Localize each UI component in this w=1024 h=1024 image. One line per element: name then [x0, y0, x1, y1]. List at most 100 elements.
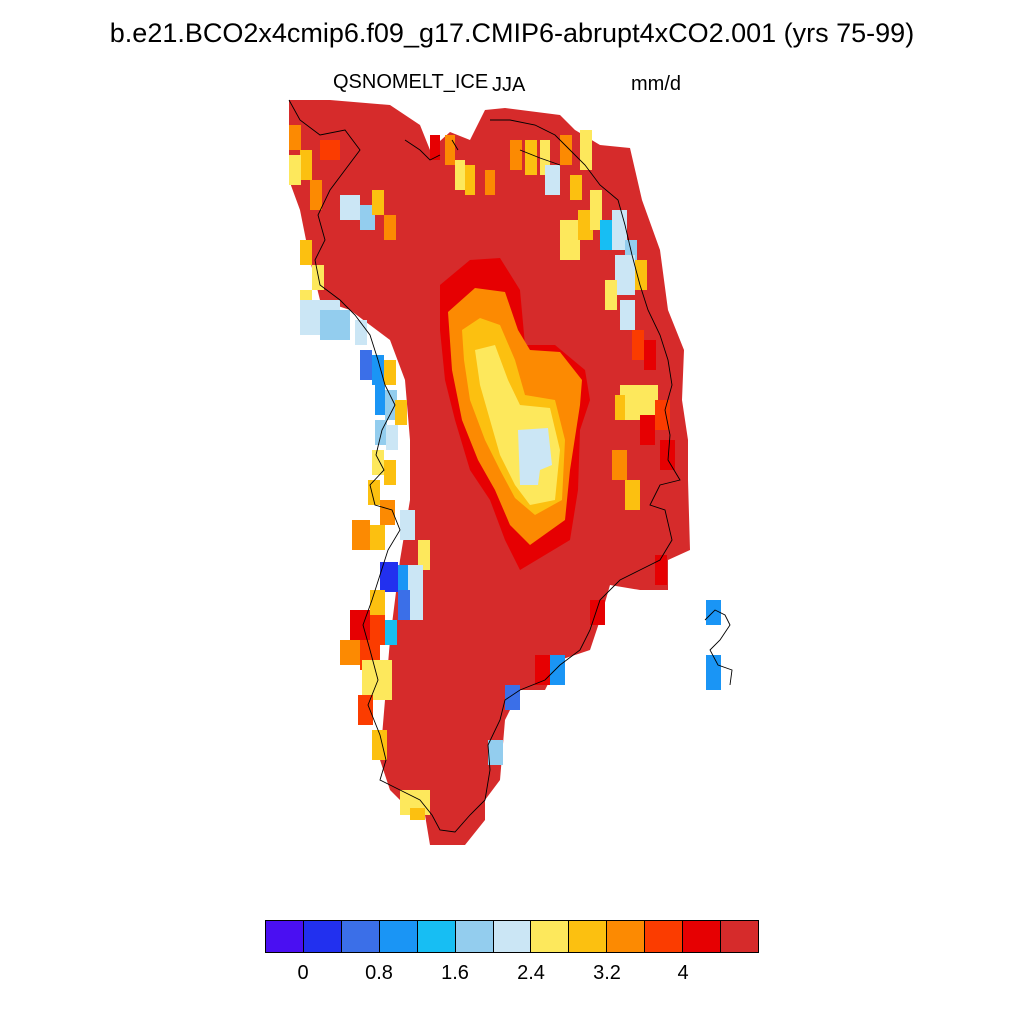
- grid-cell: [605, 280, 617, 310]
- grid-cell: [385, 620, 397, 645]
- grid-cell: [612, 450, 627, 480]
- grid-cell: [360, 205, 375, 230]
- grid-cell: [384, 360, 396, 385]
- grid-cell: [410, 808, 425, 820]
- grid-cell: [360, 350, 372, 380]
- colorbar-box: [569, 921, 608, 952]
- grid-cell: [535, 655, 550, 685]
- grid-cell: [380, 500, 395, 525]
- grid-cell: [655, 555, 667, 585]
- coastline-path: [404, 139, 441, 161]
- grid-cell: [430, 135, 440, 160]
- grid-cell: [370, 615, 385, 645]
- colorbar-label: 0: [297, 962, 309, 984]
- grid-cell: [370, 525, 385, 550]
- grid-cell: [615, 255, 635, 295]
- grid-cell: [418, 540, 430, 570]
- colorbar-box: [455, 921, 494, 952]
- colorbar-box: [493, 921, 532, 952]
- grid-cell: [445, 135, 455, 165]
- grid-cell: [615, 395, 625, 420]
- coastline-path: [519, 149, 561, 166]
- grid-cell: [380, 562, 398, 592]
- grid-cell: [465, 165, 475, 195]
- grid-cell: [612, 210, 627, 250]
- grid-cell: [706, 655, 721, 690]
- grid-cell: [289, 125, 301, 150]
- grid-cell: [340, 195, 360, 220]
- grid-cell: [578, 210, 593, 240]
- grid-cell: [560, 220, 580, 260]
- colorbar-label: 2.4: [517, 962, 545, 984]
- colorbar: [265, 920, 759, 953]
- grid-cell: [590, 190, 602, 230]
- colorbar-box: [531, 921, 570, 952]
- grid-cell: [625, 480, 640, 510]
- grid-cell: [485, 170, 495, 195]
- grid-cell: [635, 260, 647, 290]
- grid-cell: [632, 330, 644, 360]
- grid-cell: [372, 730, 387, 760]
- grid-cell: [640, 415, 655, 445]
- grid-cell: [620, 385, 658, 420]
- grid-cell: [540, 140, 550, 175]
- grid-cell: [300, 240, 312, 265]
- grid-cell: [320, 310, 350, 340]
- grid-cell: [580, 130, 592, 170]
- grid-cell: [368, 480, 380, 505]
- colorbar-box: [683, 921, 722, 952]
- grid-cell: [488, 740, 503, 765]
- grid-cell: [550, 655, 565, 685]
- grid-cell: [352, 520, 370, 550]
- colorbar-label: 3.2: [593, 962, 621, 984]
- grid-cell: [300, 150, 312, 180]
- grid-cell: [362, 660, 392, 700]
- colorbar-box: [379, 921, 418, 952]
- grid-cell: [355, 320, 367, 345]
- grid-cell: [395, 400, 407, 425]
- colorbar-box: [721, 921, 758, 952]
- grid-cell: [398, 565, 410, 595]
- grid-cell: [358, 695, 373, 725]
- melt-field: [289, 100, 721, 845]
- variable-name: QSNOMELT_ICE: [333, 71, 489, 93]
- grid-cell: [289, 155, 301, 185]
- coastline-path: [288, 99, 681, 833]
- grid-cell: [660, 440, 675, 470]
- coastline-path: [451, 139, 459, 151]
- grid-cell: [398, 590, 410, 620]
- grid-cell: [545, 165, 560, 195]
- grid-cell: [372, 190, 384, 215]
- grid-cell: [312, 265, 324, 290]
- grid-cell: [590, 600, 605, 625]
- grid-cell: [525, 140, 537, 175]
- colorbar-label: 4: [677, 962, 689, 984]
- grid-cell: [644, 340, 656, 370]
- grid-cell: [310, 180, 322, 210]
- grid-cell: [620, 300, 635, 330]
- grid-cell: [384, 460, 396, 485]
- grid-cell: [386, 425, 398, 450]
- coastline-path: [704, 609, 733, 686]
- grid-cell: [385, 390, 397, 420]
- grid-cell: [510, 140, 522, 170]
- colorbar-labels: 0 0.8 1.6 2.4 3.2 4: [265, 960, 759, 986]
- grid-cell: [570, 175, 582, 200]
- interior-paleblue: [518, 428, 552, 485]
- grid-cell: [340, 640, 360, 665]
- coastline: [288, 99, 733, 833]
- grid-cell: [408, 565, 423, 620]
- grid-cell: [375, 385, 385, 415]
- colorbar-label: 1.6: [441, 962, 469, 984]
- colorbar-box: [607, 921, 646, 952]
- colorbar-box: [266, 921, 304, 952]
- grid-cell: [372, 355, 384, 385]
- grid-cell: [655, 400, 670, 430]
- grid-cell: [505, 685, 520, 710]
- season-label: JJA: [492, 74, 526, 96]
- grid-cell: [600, 220, 612, 250]
- grid-cell: [706, 600, 721, 625]
- colorbar-box: [303, 921, 342, 952]
- grid-cell: [400, 510, 415, 540]
